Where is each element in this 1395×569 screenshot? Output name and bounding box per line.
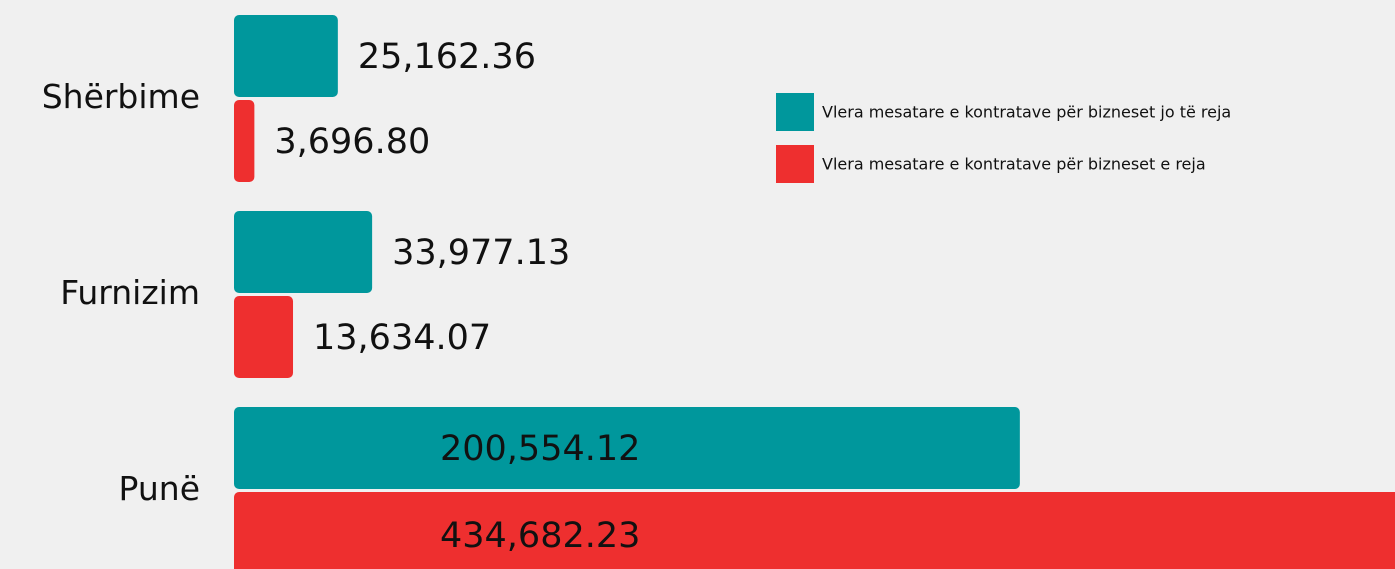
bar (234, 15, 338, 97)
value-label: 13,634.07 (313, 318, 491, 358)
category-label: Punë (119, 469, 200, 508)
value-label: 3,696.80 (274, 122, 430, 162)
value-label: 434,682.23 (440, 516, 640, 556)
bar (234, 100, 255, 182)
legend-label: Vlera mesatare e kontratave për bizneset… (822, 103, 1231, 122)
legend-swatch (776, 93, 814, 131)
bar (234, 492, 1395, 569)
category-label: Furnizim (60, 273, 200, 312)
legend-label: Vlera mesatare e kontratave për bizneset… (822, 155, 1206, 174)
legend-swatch (776, 145, 814, 183)
value-label: 25,162.36 (358, 37, 536, 77)
value-label: 200,554.12 (440, 429, 640, 469)
category-label: Shërbime (42, 77, 200, 116)
bar (234, 211, 373, 293)
bar (234, 296, 294, 378)
value-label: 33,977.13 (392, 233, 570, 273)
bar (234, 407, 1020, 489)
